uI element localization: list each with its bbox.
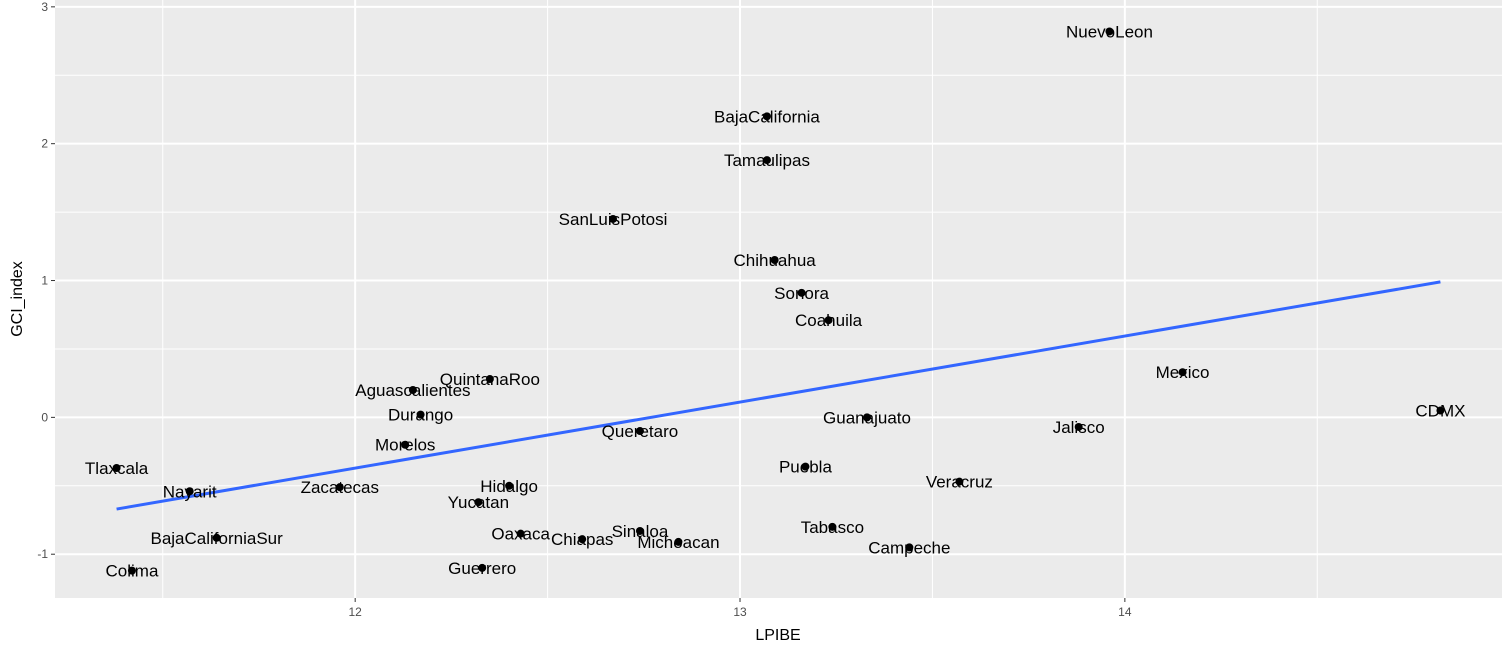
- point-label: BajaCalifornia: [714, 107, 820, 126]
- trend-line: [116, 280, 1441, 511]
- major-gridlines: [55, 0, 1502, 598]
- point-label: Coahuila: [795, 311, 863, 330]
- point-label: NuevoLeon: [1066, 22, 1153, 41]
- data-point: [516, 529, 525, 538]
- point-label: Zacatecas: [301, 478, 379, 497]
- x-tick-labels: 12 13 14: [348, 605, 1131, 619]
- point-label: Nayarit: [163, 482, 217, 501]
- point-label: Guerrero: [448, 559, 516, 578]
- point-label: SanLuisPotosi: [559, 210, 668, 229]
- data-point: [401, 440, 410, 449]
- point-label: Durango: [388, 406, 453, 425]
- data-point: [863, 413, 872, 422]
- x-tick-label: 13: [733, 605, 747, 619]
- data-point: [762, 112, 771, 121]
- data-point: [1436, 406, 1445, 415]
- point-label: Colima: [106, 562, 159, 581]
- point-label: Sonora: [774, 284, 829, 303]
- y-tick-label: 1: [41, 274, 48, 288]
- point-label: Mexico: [1156, 363, 1210, 382]
- data-point: [635, 427, 644, 436]
- data-point: [1105, 27, 1114, 36]
- axis-ticks: [51, 6, 1126, 602]
- data-point: [828, 522, 837, 531]
- point-label: QuintanaRoo: [440, 370, 540, 389]
- x-axis-title: LPIBE: [755, 627, 800, 644]
- point-label: Jalisco: [1053, 418, 1105, 437]
- point-label: Oaxaca: [491, 525, 550, 544]
- x-tick-label: 14: [1118, 605, 1132, 619]
- point-label: Veracruz: [926, 473, 993, 492]
- data-points: [112, 27, 1445, 575]
- point-label: Sinaloa: [612, 522, 669, 541]
- x-tick-label: 12: [348, 605, 362, 619]
- point-label: Puebla: [779, 458, 832, 477]
- point-label: Michoacan: [637, 533, 719, 552]
- data-point: [505, 481, 514, 490]
- point-label: Queretaro: [602, 422, 679, 441]
- data-point: [578, 535, 587, 544]
- point-label: Campeche: [868, 538, 950, 557]
- point-label: Guanajuato: [823, 408, 911, 427]
- y-tick-label: 2: [41, 137, 48, 151]
- point-label: Yucatan: [448, 493, 509, 512]
- data-point: [112, 464, 121, 472]
- data-point: [127, 566, 136, 575]
- point-label: BajaCaliforniaSur: [150, 529, 283, 548]
- data-point: [485, 375, 494, 384]
- y-tick-labels: -1 0 1 2 3: [37, 0, 48, 561]
- data-point: [770, 256, 779, 264]
- point-label: Tlaxcala: [85, 459, 149, 478]
- data-point: [797, 288, 806, 297]
- point-label: Tabasco: [801, 518, 864, 537]
- y-axis-title: GCI_index: [9, 261, 26, 337]
- point-label: Hidalgo: [480, 477, 538, 496]
- data-point: [905, 543, 914, 552]
- point-label: Chiapas: [551, 530, 613, 549]
- data-point: [1074, 422, 1083, 431]
- data-point: [335, 483, 344, 492]
- minor-gridlines: [55, 0, 1502, 598]
- y-tick-label: -1: [37, 547, 48, 561]
- data-point: [609, 214, 618, 223]
- data-point: [416, 410, 425, 419]
- plot-panel: [55, 0, 1502, 598]
- data-point: [801, 462, 810, 471]
- data-point: [762, 156, 771, 165]
- data-point: [1178, 368, 1187, 377]
- data-point: [635, 526, 644, 535]
- point-label: Chihuahua: [734, 251, 817, 270]
- point-label: Morelos: [375, 436, 435, 455]
- point-labels: NuevoLeon BajaCalifornia Tamaulipas SanLuis…: [85, 22, 1466, 580]
- data-point: [674, 537, 683, 546]
- point-label: Aguascalientes: [355, 381, 470, 400]
- point-label: CDMX: [1415, 402, 1465, 421]
- data-point: [474, 498, 483, 507]
- y-tick-label: 0: [41, 410, 48, 424]
- y-tick-label: 3: [41, 0, 48, 14]
- data-point: [478, 563, 487, 572]
- data-point: [955, 477, 964, 486]
- data-point: [408, 386, 417, 394]
- trend-line-group: [116, 280, 1441, 511]
- point-label: Tamaulipas: [724, 151, 810, 170]
- data-point: [824, 316, 833, 325]
- data-point: [212, 533, 221, 542]
- data-point: [185, 487, 194, 496]
